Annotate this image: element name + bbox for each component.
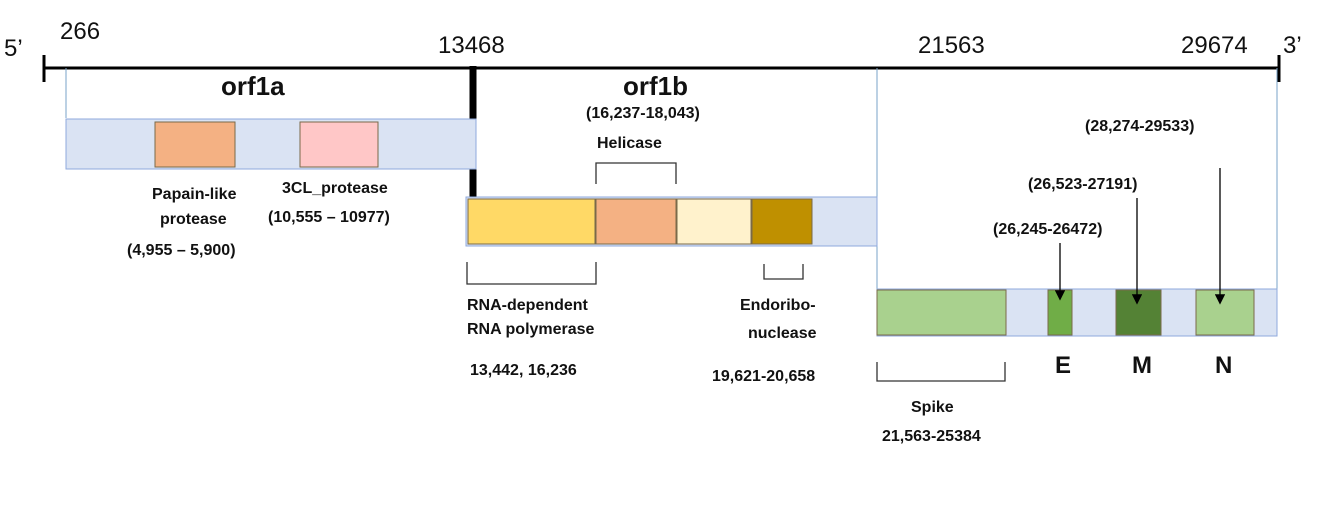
position-13468: 13468 xyxy=(438,32,505,59)
helicase-label: Helicase xyxy=(597,135,662,152)
m-gene-label: M xyxy=(1132,352,1152,379)
3cl-protease-box xyxy=(299,121,379,168)
endo-label-line1: Endoribo- xyxy=(740,297,816,314)
3cl-protease-range: (10,555 – 10977) xyxy=(268,209,390,226)
papain-range: (4,955 – 5,900) xyxy=(127,242,236,259)
spike-range: 21,563-25384 xyxy=(882,428,981,445)
n-range: (28,274-29533) xyxy=(1085,118,1194,135)
position-29674: 29674 xyxy=(1181,32,1248,59)
e-gene-label: E xyxy=(1055,352,1071,379)
spike-bracket xyxy=(876,362,1006,382)
m-range: (26,523-27191) xyxy=(1028,176,1137,193)
cream-domain-box xyxy=(676,198,752,245)
five-prime-label: 5’ xyxy=(4,35,23,62)
n-gene-label: N xyxy=(1215,352,1232,379)
rdrp-label-line2: RNA polymerase xyxy=(467,321,595,338)
position-21563: 21563 xyxy=(918,32,985,59)
n-gene-box xyxy=(1195,289,1255,336)
endoribonuclease-bracket xyxy=(763,264,804,280)
helicase-bracket xyxy=(595,162,677,184)
papain-like-protease-box xyxy=(154,121,236,168)
orf1a-title: orf1a xyxy=(221,71,285,101)
e-range: (26,245-26472) xyxy=(993,221,1102,238)
spike-box xyxy=(876,289,1007,336)
three-prime-label: 3’ xyxy=(1283,32,1302,59)
position-266: 266 xyxy=(60,18,100,45)
m-gene-box xyxy=(1115,289,1162,336)
spike-label: Spike xyxy=(911,399,954,416)
helicase-range: (16,237-18,043) xyxy=(586,105,700,122)
endoribonuclease-box xyxy=(751,198,813,245)
rdrp-label-line1: RNA-dependent xyxy=(467,297,589,314)
papain-label-line1: Papain-like xyxy=(152,186,237,203)
orf1b-title: orf1b xyxy=(623,71,688,101)
rdrp-box xyxy=(467,198,596,245)
orf1a-track xyxy=(65,118,477,170)
rdrp-bracket xyxy=(466,262,597,285)
endo-range: 19,621-20,658 xyxy=(712,368,815,385)
rdrp-range: 13,442, 16,236 xyxy=(470,362,577,379)
papain-label-line2: protease xyxy=(160,211,227,228)
endo-label-line2: nuclease xyxy=(748,325,817,342)
3cl-protease-label: 3CL_protease xyxy=(282,180,388,197)
helicase-box xyxy=(595,198,677,245)
